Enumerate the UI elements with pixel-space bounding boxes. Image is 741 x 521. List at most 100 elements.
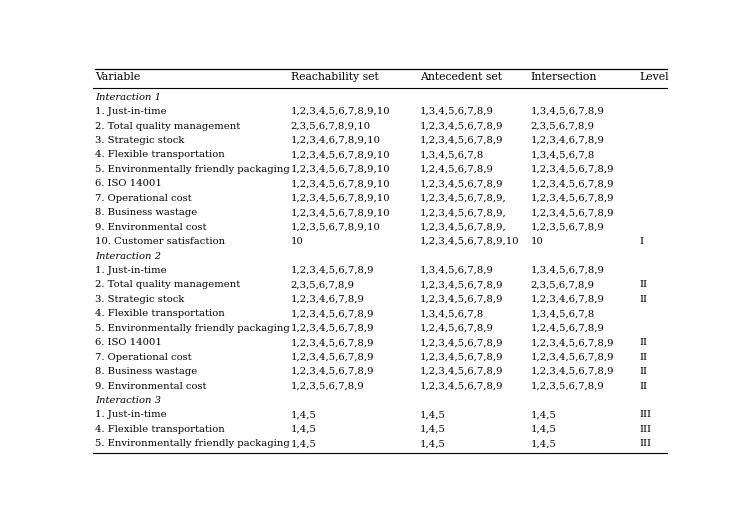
Text: 3. Strategic stock: 3. Strategic stock (96, 295, 185, 304)
Text: 1,2,3,4,5,6,7,8,9,10: 1,2,3,4,5,6,7,8,9,10 (290, 208, 391, 217)
Text: 1,3,4,5,6,7,8,9: 1,3,4,5,6,7,8,9 (420, 107, 494, 116)
Text: 1,2,4,5,6,7,8,9: 1,2,4,5,6,7,8,9 (420, 165, 494, 174)
Text: 1,2,3,4,5,6,7,8,9: 1,2,3,4,5,6,7,8,9 (420, 136, 503, 145)
Text: 1,2,3,4,5,6,7,8,9,: 1,2,3,4,5,6,7,8,9, (420, 194, 507, 203)
Text: 1,3,4,5,6,7,8: 1,3,4,5,6,7,8 (420, 151, 484, 159)
Text: 1,2,3,4,6,7,8,9: 1,2,3,4,6,7,8,9 (290, 295, 365, 304)
Text: 10: 10 (290, 237, 304, 246)
Text: 8. Business wastage: 8. Business wastage (96, 208, 198, 217)
Text: 5. Environmentally friendly packaging: 5. Environmentally friendly packaging (96, 165, 290, 174)
Text: 1,2,3,4,5,6,7,8,9: 1,2,3,4,5,6,7,8,9 (531, 208, 614, 217)
Text: 1,2,3,4,5,6,7,8,9: 1,2,3,4,5,6,7,8,9 (290, 324, 374, 333)
Text: 10. Customer satisfaction: 10. Customer satisfaction (96, 237, 225, 246)
Text: 4. Flexible transportation: 4. Flexible transportation (96, 151, 225, 159)
Text: Antecedent set: Antecedent set (420, 72, 502, 82)
Text: 1,3,4,5,6,7,8: 1,3,4,5,6,7,8 (420, 309, 484, 318)
Text: 5. Environmentally friendly packaging: 5. Environmentally friendly packaging (96, 324, 290, 333)
Text: 1,2,3,4,5,6,7,8,9: 1,2,3,4,5,6,7,8,9 (420, 179, 503, 188)
Text: 1,2,3,4,6,7,8,9: 1,2,3,4,6,7,8,9 (531, 295, 604, 304)
Text: 1,3,4,5,6,7,8,9: 1,3,4,5,6,7,8,9 (420, 266, 494, 275)
Text: 7. Operational cost: 7. Operational cost (96, 194, 192, 203)
Text: 1,4,5: 1,4,5 (420, 411, 446, 419)
Text: 1,2,3,4,5,6,7,8,9: 1,2,3,4,5,6,7,8,9 (290, 367, 374, 376)
Text: 1,2,3,4,5,6,7,8,9: 1,2,3,4,5,6,7,8,9 (420, 121, 503, 131)
Text: Interaction 3: Interaction 3 (96, 396, 162, 405)
Text: II: II (639, 367, 648, 376)
Text: 1,2,3,4,5,6,7,8,9: 1,2,3,4,5,6,7,8,9 (420, 381, 503, 391)
Text: 1,2,3,4,5,6,7,8,9: 1,2,3,4,5,6,7,8,9 (290, 266, 374, 275)
Text: 1,2,3,4,5,6,7,8,9: 1,2,3,4,5,6,7,8,9 (531, 367, 614, 376)
Text: II: II (639, 338, 648, 347)
Text: 1,2,3,4,5,6,7,8,9: 1,2,3,4,5,6,7,8,9 (290, 353, 374, 362)
Text: 2,3,5,6,7,8,9,10: 2,3,5,6,7,8,9,10 (290, 121, 371, 131)
Text: 1,2,3,4,6,7,8,9,10: 1,2,3,4,6,7,8,9,10 (290, 136, 381, 145)
Text: 1,2,3,4,6,7,8,9: 1,2,3,4,6,7,8,9 (531, 136, 604, 145)
Text: 4. Flexible transportation: 4. Flexible transportation (96, 425, 225, 434)
Text: 1,2,3,4,5,6,7,8,9: 1,2,3,4,5,6,7,8,9 (531, 194, 614, 203)
Text: II: II (639, 295, 648, 304)
Text: 1,2,3,5,6,7,8,9: 1,2,3,5,6,7,8,9 (531, 222, 604, 232)
Text: 7. Operational cost: 7. Operational cost (96, 353, 192, 362)
Text: 1,4,5: 1,4,5 (531, 425, 556, 434)
Text: 1,2,3,4,5,6,7,8,9: 1,2,3,4,5,6,7,8,9 (420, 353, 503, 362)
Text: 1,2,3,4,5,6,7,8,9: 1,2,3,4,5,6,7,8,9 (420, 338, 503, 347)
Text: III: III (639, 411, 651, 419)
Text: 1,3,4,5,6,7,8: 1,3,4,5,6,7,8 (531, 309, 594, 318)
Text: 2. Total quality management: 2. Total quality management (96, 280, 241, 290)
Text: 10: 10 (531, 237, 543, 246)
Text: Interaction 1: Interaction 1 (96, 93, 162, 102)
Text: 2,3,5,6,7,8,9: 2,3,5,6,7,8,9 (531, 280, 594, 290)
Text: 1,2,3,4,5,6,7,8,9: 1,2,3,4,5,6,7,8,9 (290, 338, 374, 347)
Text: 1,2,4,5,6,7,8,9: 1,2,4,5,6,7,8,9 (420, 324, 494, 333)
Text: 1,4,5: 1,4,5 (420, 425, 446, 434)
Text: 1,2,3,4,5,6,7,8,9: 1,2,3,4,5,6,7,8,9 (531, 165, 614, 174)
Text: 1,2,3,4,5,6,7,8,9: 1,2,3,4,5,6,7,8,9 (290, 309, 374, 318)
Text: 6. ISO 14001: 6. ISO 14001 (96, 179, 162, 188)
Text: 2. Total quality management: 2. Total quality management (96, 121, 241, 131)
Text: 1,4,5: 1,4,5 (290, 439, 316, 448)
Text: 1,2,3,5,6,7,8,9: 1,2,3,5,6,7,8,9 (290, 381, 365, 391)
Text: 5. Environmentally friendly packaging: 5. Environmentally friendly packaging (96, 439, 290, 448)
Text: 2,3,5,6,7,8,9: 2,3,5,6,7,8,9 (290, 280, 355, 290)
Text: Level: Level (639, 72, 669, 82)
Text: Variable: Variable (96, 72, 141, 82)
Text: 1,2,3,4,5,6,7,8,9,: 1,2,3,4,5,6,7,8,9, (420, 208, 507, 217)
Text: I: I (639, 237, 643, 246)
Text: 1,4,5: 1,4,5 (420, 439, 446, 448)
Text: 1,2,3,4,5,6,7,8,9: 1,2,3,4,5,6,7,8,9 (420, 280, 503, 290)
Text: 1. Just-in-time: 1. Just-in-time (96, 411, 167, 419)
Text: II: II (639, 353, 648, 362)
Text: 1,2,3,4,5,6,7,8,9: 1,2,3,4,5,6,7,8,9 (420, 295, 503, 304)
Text: 1,4,5: 1,4,5 (290, 425, 316, 434)
Text: 1,2,4,5,6,7,8,9: 1,2,4,5,6,7,8,9 (531, 324, 604, 333)
Text: 6. ISO 14001: 6. ISO 14001 (96, 338, 162, 347)
Text: III: III (639, 425, 651, 434)
Text: 1,2,3,4,5,6,7,8,9: 1,2,3,4,5,6,7,8,9 (531, 179, 614, 188)
Text: Reachability set: Reachability set (290, 72, 379, 82)
Text: 1,4,5: 1,4,5 (290, 411, 316, 419)
Text: 1,2,3,4,5,6,7,8,9: 1,2,3,4,5,6,7,8,9 (420, 367, 503, 376)
Text: 1,3,4,5,6,7,8,9: 1,3,4,5,6,7,8,9 (531, 266, 604, 275)
Text: 1,3,4,5,6,7,8: 1,3,4,5,6,7,8 (531, 151, 594, 159)
Text: 1,4,5: 1,4,5 (531, 411, 556, 419)
Text: 9. Environmental cost: 9. Environmental cost (96, 222, 207, 232)
Text: 2,3,5,6,7,8,9: 2,3,5,6,7,8,9 (531, 121, 594, 131)
Text: Interaction 2: Interaction 2 (96, 252, 162, 260)
Text: Intersection: Intersection (531, 72, 597, 82)
Text: 8. Business wastage: 8. Business wastage (96, 367, 198, 376)
Text: 1,2,3,4,5,6,7,8,9,10: 1,2,3,4,5,6,7,8,9,10 (420, 237, 519, 246)
Text: 1,2,3,4,5,6,7,8,9,10: 1,2,3,4,5,6,7,8,9,10 (290, 151, 391, 159)
Text: 1,2,3,4,5,6,7,8,9,10: 1,2,3,4,5,6,7,8,9,10 (290, 107, 391, 116)
Text: 3. Strategic stock: 3. Strategic stock (96, 136, 185, 145)
Text: 1,2,3,5,6,7,8,9: 1,2,3,5,6,7,8,9 (531, 381, 604, 391)
Text: 1,2,3,5,6,7,8,9,10: 1,2,3,5,6,7,8,9,10 (290, 222, 381, 232)
Text: 1,2,3,4,5,6,7,8,9: 1,2,3,4,5,6,7,8,9 (531, 338, 614, 347)
Text: 1,2,3,4,5,6,7,8,9,10: 1,2,3,4,5,6,7,8,9,10 (290, 194, 391, 203)
Text: 1,4,5: 1,4,5 (531, 439, 556, 448)
Text: II: II (639, 280, 648, 290)
Text: 1. Just-in-time: 1. Just-in-time (96, 107, 167, 116)
Text: 1,2,3,4,5,6,7,8,9: 1,2,3,4,5,6,7,8,9 (531, 353, 614, 362)
Text: 1. Just-in-time: 1. Just-in-time (96, 266, 167, 275)
Text: 1,2,3,4,5,6,7,8,9,: 1,2,3,4,5,6,7,8,9, (420, 222, 507, 232)
Text: III: III (639, 439, 651, 448)
